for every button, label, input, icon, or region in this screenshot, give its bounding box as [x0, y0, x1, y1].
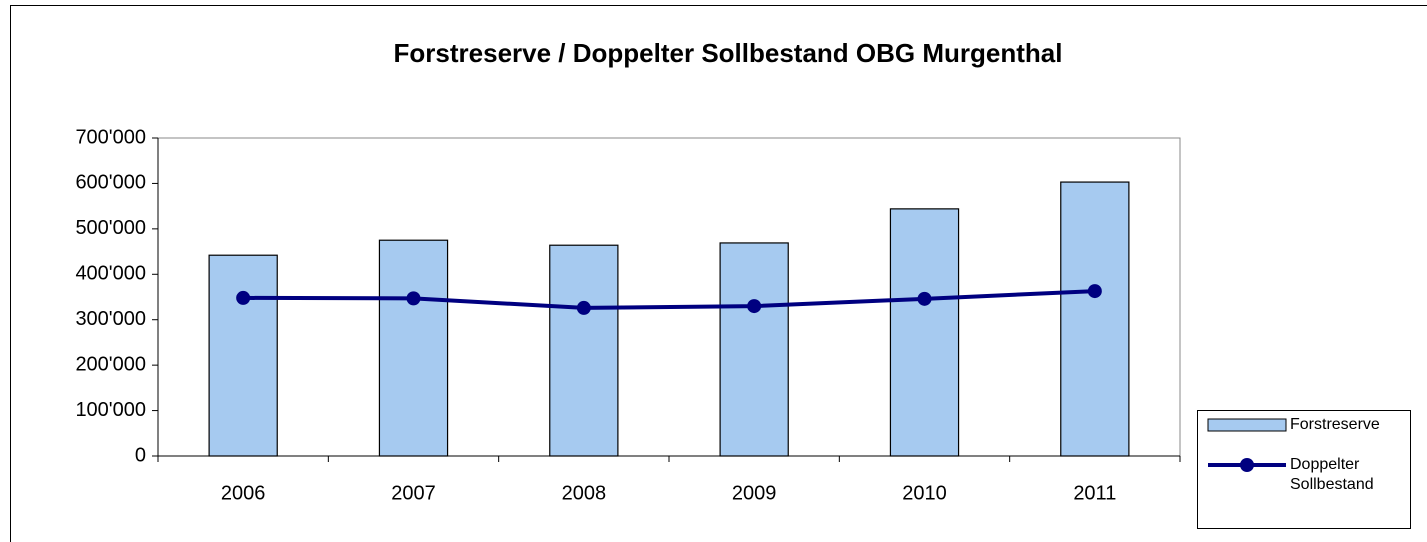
y-tick-label: 100'000	[75, 399, 146, 421]
x-tick-label: 2009	[732, 482, 777, 504]
bar	[719, 242, 789, 457]
marker	[747, 299, 762, 314]
line	[243, 289, 1095, 310]
marker	[236, 290, 251, 305]
y-tick-label: 500'000	[75, 217, 146, 239]
x-tick-label: 2008	[562, 482, 607, 504]
y-tick-label: 0	[135, 444, 146, 466]
bar	[1060, 181, 1130, 457]
x-tick-label: 2010	[902, 482, 947, 504]
chart-title: Forstreserve / Doppelter Sollbestand OBG…	[394, 38, 1063, 68]
marker	[406, 291, 421, 306]
bar	[378, 239, 449, 457]
legend-label: Doppelter Sollbestand	[1290, 456, 1374, 493]
marker	[917, 291, 932, 306]
bar	[889, 208, 960, 457]
legend-marker	[1240, 458, 1254, 472]
x-tick-label: 2006	[221, 482, 266, 504]
bar	[208, 254, 278, 457]
bar	[549, 244, 619, 457]
y-tick-label: 600'000	[75, 172, 146, 194]
x-tick-label: 2011	[1073, 482, 1116, 504]
marker	[1087, 284, 1102, 299]
y-tick-label: 200'000	[75, 353, 146, 375]
x-tick-label: 2007	[391, 482, 436, 504]
marker	[576, 300, 591, 315]
y-tick-label: 300'000	[75, 308, 146, 330]
y-tick-label: 700'000	[75, 126, 146, 148]
legend-label: Forstreserve	[1290, 416, 1380, 433]
y-tick-label: 400'000	[75, 263, 146, 285]
legend-swatch	[1207, 418, 1287, 432]
